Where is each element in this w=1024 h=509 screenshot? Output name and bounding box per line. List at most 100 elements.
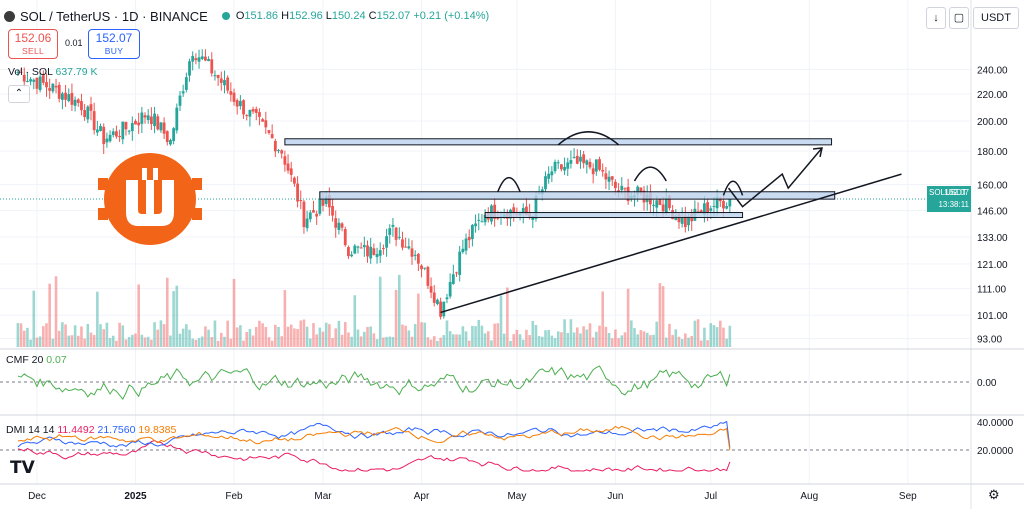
volume-bar [633, 328, 636, 347]
volume-bar [308, 338, 312, 347]
candle-body [397, 236, 401, 238]
candle-body [130, 123, 134, 132]
volume-bar [550, 335, 554, 347]
candle-body [64, 92, 67, 100]
volume-bar [725, 338, 728, 347]
volume-bar [385, 336, 388, 347]
symbol-title[interactable]: SOL / TetherUS · 1D · BINANCE [20, 8, 208, 24]
candle-body [350, 254, 354, 257]
candle-body [655, 200, 659, 208]
volume-bar [19, 323, 23, 347]
volume-bar [270, 340, 274, 347]
candle-body [556, 162, 560, 164]
cmf-legend: CMF 20 0.07 [6, 354, 67, 366]
candle-body [369, 246, 373, 259]
volume-bar [388, 336, 392, 347]
candle-body [703, 203, 706, 215]
volume-bar [722, 327, 725, 347]
candle-body [582, 154, 586, 164]
candle-body [235, 100, 239, 107]
symbol-header: SOL / TetherUS · 1D · BINANCE O151.86 H1… [4, 6, 489, 26]
tradingview-logo[interactable]: TV [10, 458, 35, 478]
volume-bar [664, 337, 668, 347]
candle-body [375, 254, 379, 258]
candle-body [480, 221, 484, 223]
candle-body [29, 79, 33, 82]
volume-bar [175, 285, 179, 347]
volume-bar [185, 324, 188, 347]
currency-selector[interactable]: USDT [973, 7, 1019, 29]
download-button[interactable]: ↓ [926, 7, 946, 29]
candle-body [315, 213, 319, 217]
candle-body [566, 162, 570, 169]
candle-body [99, 125, 102, 131]
candle-body [175, 107, 179, 131]
candle-body [331, 206, 334, 216]
candle-body [394, 227, 398, 240]
candle-body [614, 181, 617, 189]
x-tick-label: Mar [314, 491, 332, 502]
candle-body [512, 207, 516, 214]
volume-bar [16, 323, 20, 347]
volume-bar [407, 330, 411, 347]
candle-body [124, 121, 128, 130]
buy-button[interactable]: 152.07 BUY [88, 29, 140, 59]
volume-bar [680, 339, 684, 347]
volume-bar [169, 335, 172, 347]
volume-bar [99, 324, 102, 347]
volume-bar [312, 323, 315, 347]
volume-bar [226, 320, 229, 347]
candle-body [559, 164, 563, 170]
snapshot-button[interactable]: ▢ [949, 7, 969, 29]
candle-body [467, 236, 471, 241]
volume-bar [668, 323, 671, 347]
chevron-up-icon: ⌃ [14, 88, 24, 99]
candles [16, 49, 732, 320]
volume-bar [216, 340, 220, 347]
candle-body [340, 223, 344, 228]
volume-bar [404, 325, 407, 347]
projection-arrowhead [812, 147, 823, 158]
volume-bar [515, 329, 519, 347]
candle-body [372, 248, 376, 255]
candle-body [636, 186, 640, 195]
candle-body [251, 109, 255, 112]
candle-body [715, 196, 719, 209]
volume-bar [699, 340, 703, 347]
volume-bar [439, 337, 442, 347]
resistance-zone [319, 191, 836, 200]
candle-body [604, 173, 608, 180]
candle-body [337, 222, 341, 230]
volume-bar [76, 335, 80, 347]
candle-body [293, 177, 296, 184]
x-tick-label: 2025 [124, 491, 147, 502]
candle-body [321, 199, 325, 206]
y-tick-label: 240.00 [977, 65, 1008, 76]
candle-body [159, 122, 163, 131]
x-tick-label: Jul [704, 491, 717, 502]
candle-body [245, 115, 249, 117]
candle-body [601, 169, 605, 172]
candle-body [401, 239, 404, 248]
candle-body [178, 95, 182, 106]
candle-body [137, 122, 141, 126]
volume-bar [258, 320, 261, 347]
sell-button[interactable]: 152.06 SELL [8, 29, 58, 59]
candle-body [445, 297, 449, 300]
volume-bar [64, 324, 67, 347]
volume-bar [131, 334, 134, 347]
candle-body [525, 206, 528, 216]
settings-gear-icon[interactable]: ⚙ [988, 487, 1000, 502]
candle-body [588, 161, 592, 168]
candle-body [254, 108, 258, 113]
volume-bar [363, 331, 366, 347]
candle-body [366, 245, 369, 257]
collapse-legend-button[interactable]: ⌃ [8, 85, 30, 103]
spread-value: 0.01 [65, 38, 83, 48]
volume-bar [359, 336, 363, 347]
candle-body [184, 77, 188, 90]
volume-bar [207, 329, 210, 347]
volume-bar [210, 337, 214, 347]
volume-bar [251, 335, 255, 347]
volume-bar [499, 295, 503, 347]
